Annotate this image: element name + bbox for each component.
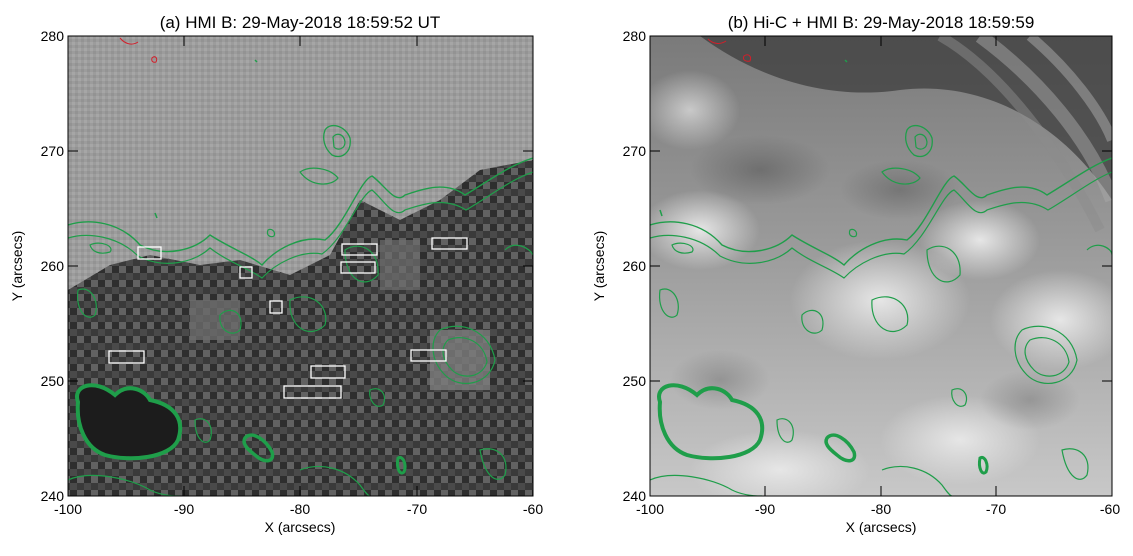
y-axis-label-b: Y (arcsecs)	[591, 231, 607, 302]
box	[137, 246, 162, 260]
x-axis-label-a: X (arcsecs)	[265, 519, 336, 535]
panel-title-b: (b) Hi-C + HMI B: 29-May-2018 18:59:59	[728, 13, 1035, 32]
xtick-labels-b: -100 -90 -80 -70 -60	[636, 501, 1120, 517]
xtick-label: -90	[755, 501, 775, 517]
xtick-label: -70	[986, 501, 1006, 517]
ytick-labels-a: 240 250 260 270 280	[41, 28, 65, 504]
box	[340, 261, 376, 274]
ytick-label: 280	[41, 28, 65, 44]
ticks-a	[67, 35, 534, 497]
xtick-label: -60	[1100, 501, 1120, 517]
xtick-label: -100	[636, 501, 664, 517]
xtick-labels-a: -100 -90 -80 -70 -60	[54, 501, 543, 517]
box	[108, 350, 145, 364]
panel-b: -100 -90 -80 -70 -60 240 250 260 270 280…	[591, 13, 1120, 535]
contours-a	[68, 59, 533, 496]
ytick-labels-b: 240 250 260 270 280	[623, 28, 647, 504]
ytick-label: 240	[41, 488, 65, 504]
xtick-label: -70	[407, 501, 427, 517]
panel-a: -100 -90 -80 -70 -60 240 250 260 270 280…	[9, 13, 543, 535]
box	[341, 243, 378, 256]
negative-contours-a	[119, 37, 158, 63]
ytick-label: 270	[41, 143, 65, 159]
box	[269, 300, 283, 314]
ytick-label: 260	[41, 258, 65, 274]
contours-b	[650, 59, 1112, 496]
xtick-label: -80	[290, 501, 310, 517]
ytick-label: 250	[623, 373, 647, 389]
xtick-label: -60	[523, 501, 543, 517]
negative-contours-b	[707, 38, 751, 62]
box	[310, 365, 346, 379]
xtick-label: -80	[871, 501, 891, 517]
ytick-label: 260	[623, 258, 647, 274]
xtick-label: -100	[54, 501, 82, 517]
panel-title-a: (a) HMI B: 29-May-2018 18:59:52 UT	[160, 13, 441, 32]
box	[431, 237, 468, 250]
ytick-label: 270	[623, 143, 647, 159]
ticks-b	[649, 36, 1113, 496]
euv-image	[650, 36, 1112, 496]
box	[239, 266, 253, 279]
box	[283, 385, 342, 399]
magnetogram-image	[68, 36, 533, 496]
xtick-label: -90	[174, 501, 194, 517]
ytick-label: 280	[623, 28, 647, 44]
ytick-label: 240	[623, 488, 647, 504]
selection-boxes	[108, 237, 468, 399]
box	[410, 349, 447, 362]
y-axis-label-a: Y (arcsecs)	[9, 231, 25, 302]
x-axis-label-b: X (arcsecs)	[846, 519, 917, 535]
ytick-label: 250	[41, 373, 65, 389]
